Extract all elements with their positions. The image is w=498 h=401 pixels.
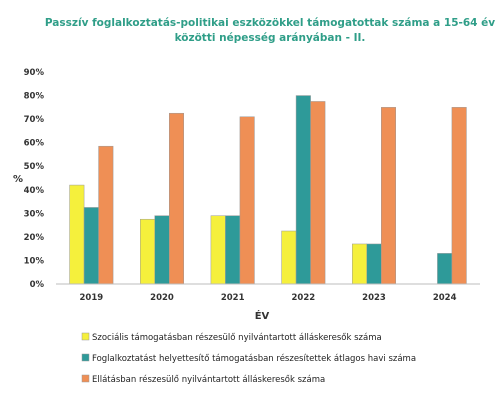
legend-label: Szociális támogatásban részesülő nyilván… — [92, 332, 382, 343]
bar — [210, 215, 226, 285]
x-tick-label: 2021 — [221, 293, 245, 303]
y-axis-ticks: 0% 10% 20% 30% 40% 50% 60% 70% 80% 90% — [24, 68, 45, 290]
chart-title-line-1: Passzív foglalkoztatás-politikai eszközö… — [45, 17, 495, 29]
bar — [225, 215, 241, 285]
bar — [154, 215, 170, 285]
x-tick-label: 2019 — [79, 293, 103, 303]
y-axis-title: % — [13, 174, 23, 185]
bar — [281, 230, 297, 285]
bar — [239, 116, 255, 285]
x-tick-label: 2023 — [362, 293, 386, 303]
bar — [381, 107, 396, 285]
y-tick-label: 40% — [24, 186, 45, 196]
bar — [98, 145, 114, 285]
y-tick-label: 10% — [24, 256, 45, 266]
legend-label: Ellátásban részesülő nyilvántartott állá… — [92, 374, 325, 385]
x-axis-ticks: 2019 2020 2021 2022 2023 2024 — [79, 293, 456, 303]
bar — [437, 253, 453, 285]
bar — [310, 101, 326, 285]
x-tick-label: 2024 — [433, 293, 457, 303]
y-tick-label: 70% — [24, 115, 45, 125]
bar — [451, 107, 467, 285]
bar — [295, 95, 311, 285]
chart-title-line-2: közötti népesség arányában - II. — [175, 32, 366, 44]
y-tick-label: 80% — [24, 92, 45, 102]
bar — [366, 243, 382, 285]
y-tick-label: 60% — [24, 139, 45, 149]
bar — [69, 184, 85, 285]
x-axis-title: ÉV — [255, 309, 270, 322]
bar — [83, 207, 99, 285]
y-tick-label: 0% — [30, 280, 45, 290]
bars — [69, 95, 467, 285]
y-tick-label: 90% — [24, 68, 45, 78]
x-tick-label: 2022 — [291, 293, 315, 303]
legend-swatch — [81, 374, 90, 383]
legend-swatch — [81, 353, 90, 362]
bar — [140, 218, 155, 285]
y-tick-label: 20% — [24, 233, 45, 243]
y-tick-label: 50% — [24, 162, 45, 172]
bar — [352, 243, 367, 285]
x-tick-label: 2020 — [150, 293, 174, 303]
legend-label: Foglalkoztatást helyettesítő támogatásba… — [92, 353, 416, 364]
bar — [169, 112, 184, 285]
legend: Szociális támogatásban részesülő nyilván… — [81, 332, 416, 385]
y-tick-label: 30% — [24, 209, 45, 219]
legend-swatch — [81, 332, 90, 341]
